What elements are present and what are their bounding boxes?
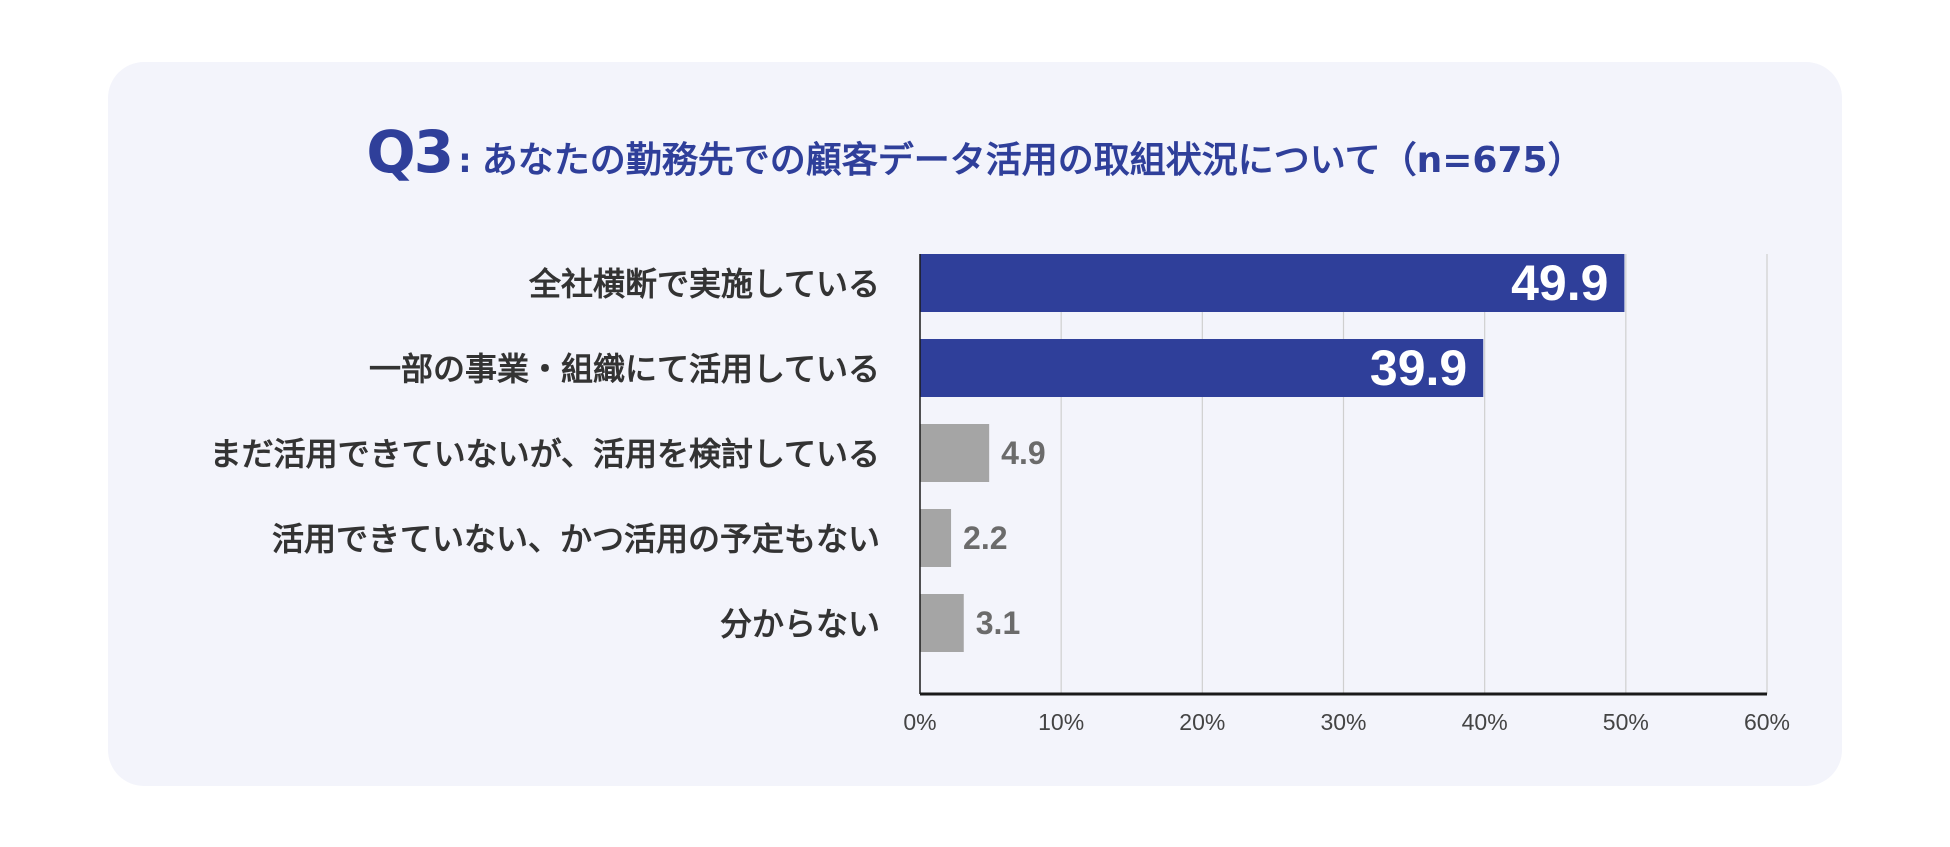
category-label-4: 分からない	[720, 605, 880, 643]
question-number: Q3	[366, 118, 454, 186]
x-tick-label-60: 60%	[1744, 709, 1790, 735]
chart-title: Q3: あなたの勤務先での顧客データ活用の取組状況について（n=675）	[0, 118, 1950, 186]
x-tick-label-50: 50%	[1603, 709, 1649, 735]
value-label-4: 3.1	[976, 605, 1020, 641]
bar-0	[920, 254, 1625, 312]
bar-1	[920, 339, 1484, 397]
question-text: あなたの勤務先での顧客データ活用の取組状況について（n=675）	[481, 140, 1584, 181]
category-label-1: 一部の事業・組織にて活用している	[369, 350, 880, 388]
x-tick-label-10: 10%	[1038, 709, 1084, 735]
bar-2	[920, 424, 990, 482]
value-label-1: 39.9	[1370, 340, 1467, 396]
category-label-0: 全社横断で実施している	[528, 265, 880, 303]
value-label-0: 49.9	[1511, 255, 1608, 311]
category-label-2: まだ活用できていないが、活用を検討している	[210, 435, 880, 473]
value-label-2: 4.9	[1001, 435, 1045, 471]
bar-4	[920, 594, 964, 652]
x-tick-label-40: 40%	[1462, 709, 1508, 735]
x-tick-label-20: 20%	[1179, 709, 1225, 735]
bar-3	[920, 509, 952, 567]
title-separator: :	[458, 141, 472, 181]
x-tick-label-30: 30%	[1320, 709, 1366, 735]
value-label-3: 2.2	[963, 520, 1007, 556]
x-tick-label-0: 0%	[903, 709, 936, 735]
category-label-3: 活用できていない、かつ活用の予定もない	[272, 520, 880, 558]
